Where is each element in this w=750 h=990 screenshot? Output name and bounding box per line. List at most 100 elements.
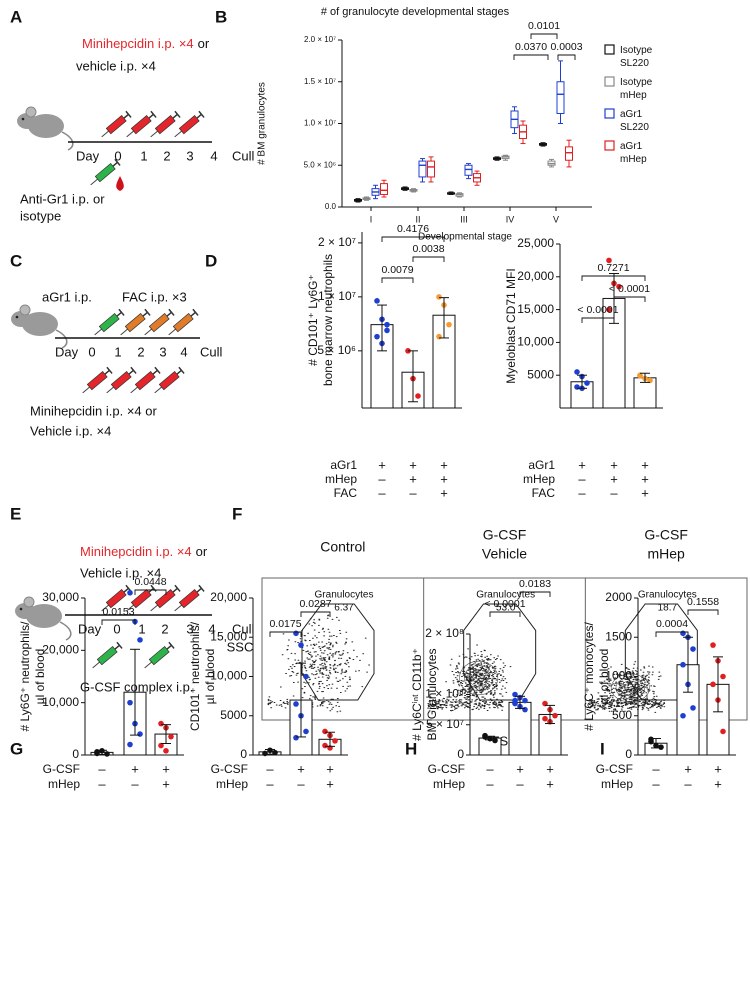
day-number: 2 <box>163 148 170 163</box>
flow-frame <box>261 577 748 721</box>
syringe-cap <box>178 366 185 374</box>
cull-label: Cull <box>200 344 223 359</box>
syringe-needle <box>94 328 102 336</box>
mouse-eye <box>21 117 25 121</box>
p-value: 0.0004 <box>656 618 688 630</box>
legend-swatch <box>604 44 615 55</box>
injection-text: G-CSF complex i.p. <box>80 679 193 694</box>
mouse-ear <box>25 106 37 118</box>
flow-title: G-CSF <box>644 527 688 543</box>
condition-name: aGr1 <box>330 458 357 472</box>
cull-label: Cull <box>232 148 255 163</box>
significance-bracket <box>687 609 719 615</box>
data-point <box>584 380 590 386</box>
significance-bracket <box>300 611 331 617</box>
data-point <box>690 646 696 652</box>
significance-bracket <box>655 631 689 637</box>
syringe-plunger <box>176 369 182 375</box>
syringe-cap <box>114 158 121 166</box>
data-point <box>384 321 390 328</box>
syringe-needle <box>130 386 138 394</box>
syringe-cap <box>125 110 132 118</box>
y-axis-label: µl of blood <box>597 649 611 705</box>
mouse-ear <box>19 304 31 316</box>
mouse-icon <box>17 106 74 151</box>
y-tick-label: 5000 <box>527 367 554 381</box>
condition-sign: – <box>378 485 386 500</box>
panel-label: G <box>10 739 23 758</box>
condition-sign: + <box>641 457 649 472</box>
y-tick-label: 0 <box>240 747 247 761</box>
y-axis-label: µl of blood <box>203 649 217 705</box>
y-tick-label: 2.0 × 10⁷ <box>304 35 336 44</box>
mouse-tail <box>55 329 68 349</box>
p-value: 0.0153 <box>102 606 134 618</box>
syringe-icon <box>120 308 151 336</box>
gate-percent: 53.0 <box>496 603 516 614</box>
y-axis-label: # Ly6C⁺ monocytes/ <box>582 622 596 731</box>
condition-sign: + <box>326 776 334 791</box>
data-point <box>680 630 686 637</box>
density-contour <box>624 683 637 693</box>
panel-label: E <box>10 504 21 523</box>
syringe-cap <box>198 584 205 592</box>
data-point <box>293 701 299 707</box>
condition-name: FAC <box>532 486 556 500</box>
y-axis-label: # CD101⁺ Ly6G⁺ <box>306 274 320 366</box>
data-point <box>374 333 380 340</box>
syringe-plunger <box>166 311 172 317</box>
y-tick-label: 15,000 <box>517 302 554 316</box>
significance-bracket <box>134 589 167 595</box>
condition-sign: + <box>440 485 448 500</box>
flow-title: Control <box>320 539 365 555</box>
box <box>565 146 573 161</box>
syringe-icon <box>154 366 185 394</box>
condition-name: mHep <box>601 777 633 791</box>
syringe-barrel <box>178 115 200 135</box>
condition-sign: + <box>714 761 722 776</box>
data-point <box>446 321 452 328</box>
significance-bracket <box>581 275 646 281</box>
data-point <box>710 642 716 648</box>
condition-name: G-CSF <box>428 762 465 776</box>
y-axis-label: # BM granulocytes <box>257 82 268 165</box>
data-point <box>482 734 488 740</box>
day-number: 4 <box>180 344 187 359</box>
syringe-cap <box>168 641 175 649</box>
blood-drop <box>116 176 124 191</box>
condition-sign: – <box>98 761 106 776</box>
condition-sign: + <box>409 457 417 472</box>
condition-sign: – <box>684 776 692 791</box>
syringe-needle <box>82 386 90 394</box>
syringe-needle <box>106 386 114 394</box>
data-point <box>680 661 686 668</box>
condition-sign: + <box>297 761 305 776</box>
box <box>380 183 388 195</box>
day-number: 0 <box>113 621 120 636</box>
panel-label: H <box>405 739 417 758</box>
data-point <box>303 673 309 680</box>
p-value: < 0.0001 <box>609 283 650 295</box>
syringe-plunger <box>128 369 134 375</box>
day-label: Day <box>76 148 100 163</box>
x-tick-label: II <box>415 214 420 224</box>
condition-sign: + <box>131 761 139 776</box>
y-tick-label: 5.0 × 10⁶ <box>304 160 336 169</box>
syringe-icon <box>82 366 113 394</box>
y-tick-label: 10,000 <box>42 695 79 709</box>
treatment-joiner: or <box>196 544 208 559</box>
syringe-icon <box>101 110 132 138</box>
data-point <box>552 712 558 719</box>
day-label: Day <box>55 344 79 359</box>
data-point <box>720 673 726 680</box>
y-tick-label: 0 <box>625 747 632 761</box>
syringe-cap <box>174 584 181 592</box>
condition-sign: – <box>516 776 524 791</box>
syringe-needle <box>154 386 162 394</box>
gate-percent: 6.37 <box>334 603 354 614</box>
y-tick-label: 0.0 <box>325 202 337 211</box>
condition-sign: – <box>578 485 586 500</box>
syringe-icon <box>150 110 181 138</box>
p-value: 0.0287 <box>299 598 331 610</box>
